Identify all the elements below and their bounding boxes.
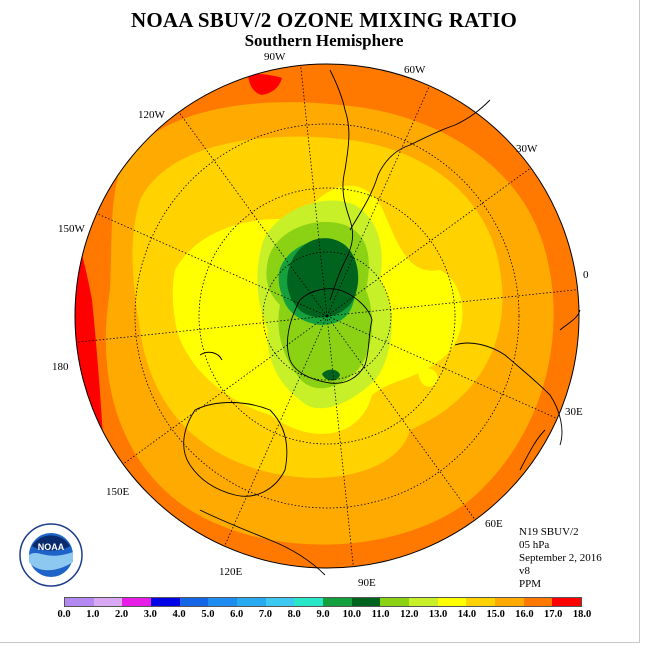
colorbar-segment (409, 598, 438, 606)
lon-label-90e: 90E (358, 577, 376, 589)
units-label: PPM (519, 578, 542, 590)
colorbar-segment (237, 598, 266, 606)
africa-coastline (454, 342, 563, 446)
colorbar (64, 597, 582, 607)
colorbar-segment (179, 598, 209, 606)
map-title: NOAA SBUV/2 OZONE MIXING RATIO (131, 8, 517, 32)
colorbar-segment (380, 598, 410, 606)
colorbar-segment (552, 598, 582, 606)
logo-text: NOAA (38, 542, 65, 552)
colorbar-tick-label: 13.0 (428, 609, 448, 620)
colorbar-tick-label: 8.0 (287, 609, 301, 620)
colorbar-segment (294, 598, 324, 606)
longitude-line (326, 167, 532, 317)
south-america-east-coastline (349, 99, 491, 231)
colorbar-segment (466, 598, 496, 606)
colorbar-segment (523, 598, 553, 606)
south-america-coastline (329, 69, 354, 301)
longitude-line (326, 315, 354, 567)
colorbar-tick-label: 5.0 (201, 609, 215, 620)
colorbar-tick-label: 6.0 (230, 609, 244, 620)
colorbar-tick-label: 16.0 (515, 609, 534, 620)
colorbar-segment (265, 598, 295, 606)
longitude-line (224, 315, 328, 547)
colorbar-tick-label: 2.0 (114, 609, 129, 620)
lon-label-30e: 30E (565, 406, 583, 418)
colorbar-segment (437, 598, 467, 606)
lon-label-60w: 60W (404, 64, 426, 76)
pressure-level-label: 05 hPa (519, 539, 550, 551)
latitude-grid (134, 123, 520, 509)
colorbar-segment (151, 598, 180, 606)
lon-label-0: 0 (583, 269, 589, 281)
longitude-line (326, 315, 476, 521)
latitude-circle (134, 123, 520, 509)
colorbar-ticks: 0.0 1.0 2.0 3.0 4.0 5.0 6.0 7.0 8.0 9.0 10.0 11.0 12… (52, 609, 596, 623)
lon-label-150e: 150E (106, 486, 130, 498)
date-label: September 2, 2016 (519, 552, 602, 564)
madagascar-coastline (519, 429, 546, 471)
colorbar-tick-label: 0.0 (57, 609, 71, 620)
new-zealand-coastline (199, 351, 223, 361)
longitude-line (300, 65, 328, 317)
australia-coastline (183, 402, 288, 497)
lon-label-120e: 120E (219, 566, 243, 578)
colorbar-segment (65, 598, 94, 606)
contour-band-8-9-core (287, 238, 359, 318)
logo-wave (29, 552, 73, 571)
satellite-label: N19 SBUV/2 (519, 526, 579, 538)
contour-band-16-17-north (248, 74, 282, 95)
colorbar-segment (93, 598, 123, 606)
colorbar-segment (351, 598, 381, 606)
latitude-circle (262, 251, 392, 381)
longitude-line (326, 85, 430, 317)
contour-band-8-9-secondary (322, 369, 340, 381)
version-label: v8 (519, 565, 530, 577)
lon-label-60e: 60E (485, 518, 503, 530)
lon-label-120w: 120W (138, 109, 166, 121)
colorbar-segment (208, 598, 238, 606)
longitude-line (326, 315, 558, 419)
colorbar-tick-label: 12.0 (400, 609, 419, 620)
map-boundary (74, 63, 580, 569)
colorbar-segment (122, 598, 152, 606)
contour-spot-12-13-southeast (418, 368, 438, 387)
product-info: N19 SBUV/2 05 hPa September 2, 2016 v8 P… (519, 526, 602, 591)
map-subtitle: Southern Hemisphere (244, 31, 404, 50)
colorbar-tick-label: 15.0 (486, 609, 505, 620)
colorbar-segment (495, 598, 524, 606)
lon-label-180: 180 (52, 361, 69, 373)
colorbar-segment (323, 598, 352, 606)
antarctica-coastline (286, 288, 373, 384)
noaa-logo: NOAA (19, 523, 83, 587)
contour-spot-12-13-east (408, 272, 456, 316)
colorbar-tick-label: 11.0 (371, 609, 390, 620)
colorbar-tick-label: 3.0 (143, 609, 157, 620)
colorbar-tick-label: 10.0 (342, 609, 361, 620)
coastlines (183, 69, 581, 576)
colorbar-tick-label: 18.0 (572, 609, 592, 620)
lon-label-30w: 30W (516, 143, 538, 155)
colorbar-tick-label: 7.0 (258, 609, 272, 620)
colorbar-tick-label: 14.0 (457, 609, 477, 620)
longitude-line (76, 315, 328, 343)
colorbar-tick-label: 17.0 (544, 609, 563, 620)
longitude-labels: 90W 60W 30W 0 30E 60E 90E 120E 150E 180 … (52, 51, 589, 589)
colorbar-tick-label: 1.0 (86, 609, 100, 620)
lon-label-150w: 150W (58, 223, 86, 235)
latitude-circle (198, 187, 456, 445)
colorbar-tick-label: 4.0 (172, 609, 186, 620)
logo-bird (32, 535, 70, 551)
lon-label-90w: 90W (264, 51, 286, 63)
colorbar-tick-label: 9.0 (316, 609, 330, 620)
longitude-line (96, 213, 328, 317)
indonesia-coastline (199, 509, 326, 576)
